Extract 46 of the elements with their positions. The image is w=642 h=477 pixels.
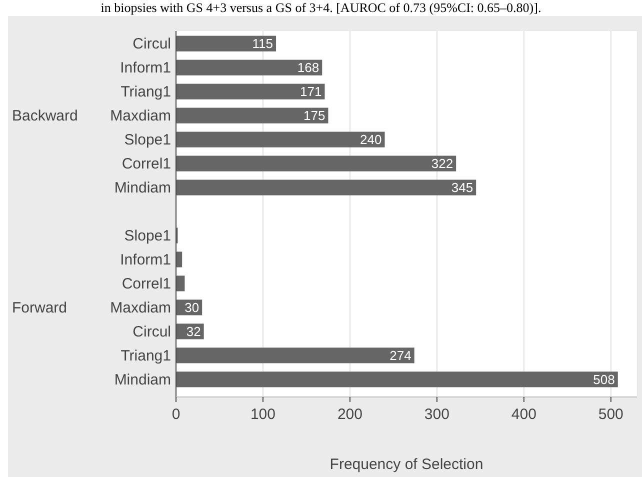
bar — [176, 276, 185, 292]
y-tick-label: Mindiam — [114, 371, 171, 388]
x-tick-label: 500 — [598, 406, 624, 423]
x-tick-label: 300 — [424, 406, 450, 423]
bar — [176, 132, 385, 148]
data-label: 345 — [451, 180, 474, 196]
text: Forward — [12, 299, 68, 316]
y-tick-label: Slope1 — [124, 132, 171, 149]
text: Backward — [12, 108, 78, 125]
bar — [176, 348, 414, 364]
x-tick-label: 100 — [250, 406, 276, 423]
bar — [176, 252, 182, 268]
data-label: 32 — [186, 324, 201, 339]
y-tick-label: Inform1 — [120, 251, 171, 268]
y-tick-label: Slope1 — [124, 227, 171, 244]
bar — [176, 180, 476, 196]
y-tick-label: Circul — [132, 323, 171, 340]
bar — [176, 156, 456, 172]
data-label: 30 — [184, 300, 200, 315]
y-tick-label: Circul — [132, 36, 171, 53]
bar — [176, 36, 276, 52]
data-label: 322 — [431, 156, 454, 172]
text: in biopsies with GS 4+3 versus a GS of 3+4. [AUROC of 0.73 (95%CI: 0.65–0.80)]. — [100, 0, 542, 15]
y-tick-label: Correl1 — [122, 156, 171, 173]
y-tick-label: Mindiam — [114, 180, 171, 197]
data-label: 274 — [390, 348, 412, 363]
x-tick-label: 400 — [511, 406, 536, 423]
bar — [176, 108, 328, 124]
data-label: 240 — [360, 132, 382, 148]
data-label: 115 — [252, 36, 274, 52]
x-axis-title: Frequency of Selection — [330, 456, 484, 473]
bar — [176, 60, 322, 76]
data-label: 168 — [297, 60, 320, 76]
y-tick-label: Triang1 — [120, 347, 171, 364]
data-label: 171 — [300, 84, 322, 100]
y-tick-label: Maxdiam — [110, 299, 171, 316]
y-tick-label: Inform1 — [120, 60, 171, 77]
x-tick-label: 0 — [172, 406, 180, 423]
data-label: 175 — [304, 108, 326, 124]
y-tick-label: Correl1 — [122, 275, 171, 292]
bar — [176, 372, 618, 388]
bar — [176, 84, 325, 100]
data-label: 508 — [593, 372, 615, 387]
y-tick-label: Triang1 — [120, 84, 171, 101]
x-tick-label: 200 — [337, 406, 362, 423]
y-tick-label: Maxdiam — [110, 108, 171, 125]
